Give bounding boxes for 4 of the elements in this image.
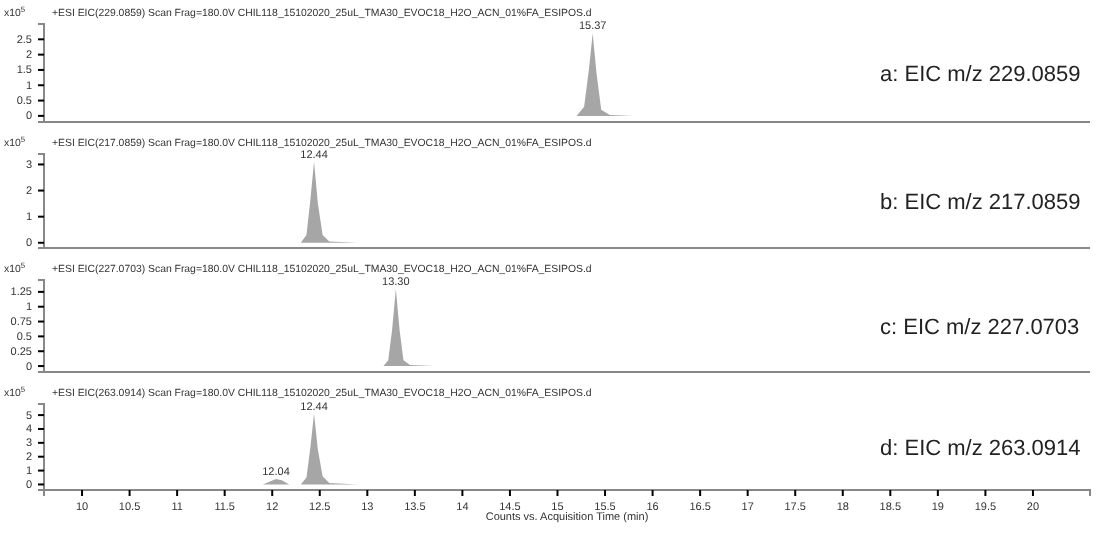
annotation: a: EIC m/z 229.0859 — [880, 63, 1081, 87]
annotation: d: EIC m/z 263.0914 — [880, 437, 1081, 461]
annotation: b: EIC m/z 217.0859 — [880, 191, 1081, 215]
annotation: c: EIC m/z 227.0703 — [880, 316, 1080, 340]
